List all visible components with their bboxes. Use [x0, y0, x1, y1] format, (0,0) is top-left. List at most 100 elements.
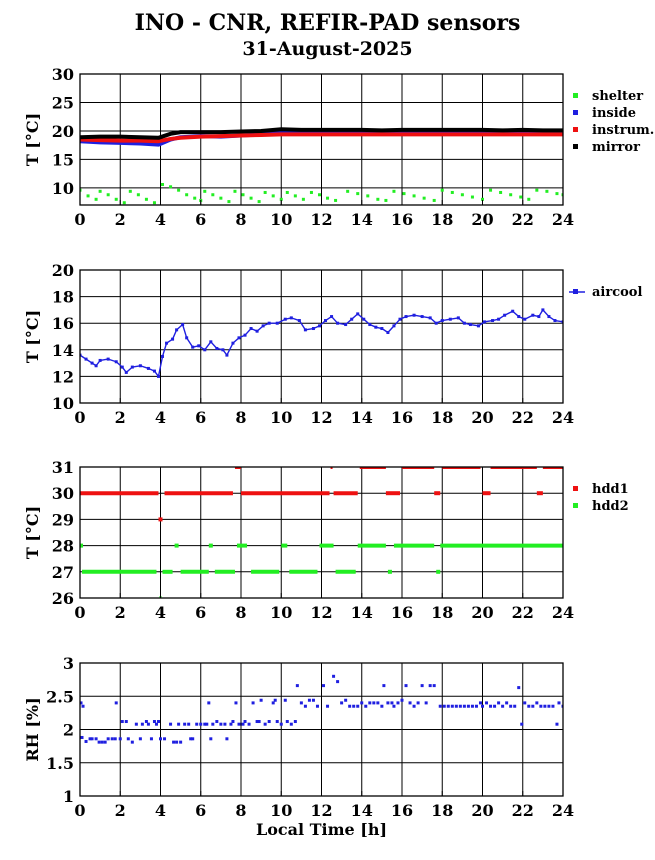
- data-point: [462, 321, 466, 325]
- legend: aircool: [569, 285, 642, 300]
- data-point: [233, 189, 237, 193]
- data-point: [80, 188, 82, 192]
- legend-swatch: [573, 503, 578, 508]
- data-point: [326, 196, 330, 200]
- data-point: [259, 698, 263, 702]
- data-point: [493, 704, 497, 708]
- data-point: [545, 189, 549, 193]
- data-point: [372, 701, 376, 705]
- data-point: [390, 701, 394, 705]
- data-point: [340, 701, 344, 705]
- data-point: [241, 722, 245, 726]
- x-tick-label: 8: [235, 603, 246, 622]
- x-tick-label: 10: [270, 408, 292, 427]
- data-point: [191, 737, 195, 741]
- data-point: [97, 740, 101, 744]
- x-tick-label: 14: [351, 408, 373, 427]
- data-point: [420, 684, 424, 688]
- x-tick-label: 20: [471, 603, 493, 622]
- data-point: [275, 720, 279, 724]
- y-tick-label: 3: [63, 654, 74, 673]
- data-point: [227, 200, 231, 204]
- data-point: [80, 701, 83, 705]
- y-tick-label: 30: [52, 484, 74, 503]
- data-point: [336, 680, 340, 684]
- data-point: [466, 704, 470, 708]
- data-point: [483, 320, 487, 324]
- data-point: [80, 353, 82, 357]
- data-point: [122, 201, 126, 205]
- data-point: [543, 704, 547, 708]
- data-point: [152, 720, 156, 724]
- data-point: [448, 317, 452, 321]
- y-tick-label: 10: [52, 394, 74, 413]
- data-point: [221, 348, 225, 352]
- data-point: [247, 722, 251, 726]
- data-point: [231, 720, 235, 724]
- data-point: [366, 194, 370, 198]
- data-point: [531, 704, 535, 708]
- legend-swatch: [573, 93, 578, 98]
- data-point: [301, 197, 305, 201]
- data-point: [404, 684, 408, 688]
- data-point: [376, 197, 380, 201]
- data-point: [120, 720, 124, 724]
- data-point: [114, 360, 118, 364]
- data-point: [523, 317, 527, 321]
- x-tick-label: 2: [115, 408, 126, 427]
- data-point: [283, 317, 287, 321]
- data-point: [360, 701, 364, 705]
- y-tick-label: 30: [52, 65, 74, 84]
- legend-label: mirror: [592, 140, 640, 155]
- data-point: [203, 348, 207, 352]
- y-tick-label: 1: [63, 787, 74, 806]
- data-point: [511, 309, 515, 313]
- data-point: [491, 319, 495, 323]
- data-point: [446, 704, 450, 708]
- data-point: [424, 701, 428, 705]
- data-point: [326, 704, 330, 708]
- data-point: [225, 737, 229, 741]
- series-hdd1: [80, 467, 563, 522]
- data-point: [163, 737, 167, 741]
- y-tick-label: 12: [52, 367, 74, 386]
- data-point: [527, 197, 531, 201]
- data-point: [255, 720, 259, 724]
- data-point: [110, 737, 114, 741]
- data-point: [211, 193, 215, 197]
- data-point: [211, 722, 215, 726]
- data-point: [251, 701, 255, 705]
- x-tick-label: 4: [155, 603, 166, 622]
- data-point: [215, 720, 219, 724]
- data-point: [303, 704, 307, 708]
- data-point: [146, 722, 150, 726]
- series-layer: [80, 674, 563, 744]
- data-point: [90, 737, 94, 741]
- data-point: [408, 701, 412, 705]
- x-tick-label: 16: [391, 408, 413, 427]
- data-point: [271, 701, 275, 705]
- data-point: [195, 722, 199, 726]
- data-point: [199, 722, 203, 726]
- data-point: [535, 701, 539, 705]
- data-point: [539, 704, 543, 708]
- data-point: [183, 722, 187, 726]
- data-point: [161, 354, 165, 358]
- legend-swatch: [573, 289, 578, 294]
- data-point: [187, 722, 191, 726]
- data-point: [527, 704, 531, 708]
- x-tick-label: 16: [391, 801, 413, 820]
- y-tick-label: 25: [52, 93, 74, 112]
- data-point: [470, 704, 474, 708]
- legend-label: hdd2: [592, 499, 629, 514]
- data-point: [332, 674, 336, 678]
- data-point: [517, 315, 521, 319]
- data-point: [152, 369, 156, 373]
- data-point: [144, 197, 148, 201]
- legend: shelter inside instrum. mirror: [573, 89, 654, 155]
- legend-label: inside: [592, 106, 636, 121]
- x-tick-label: 2: [115, 801, 126, 820]
- data-point: [356, 312, 360, 316]
